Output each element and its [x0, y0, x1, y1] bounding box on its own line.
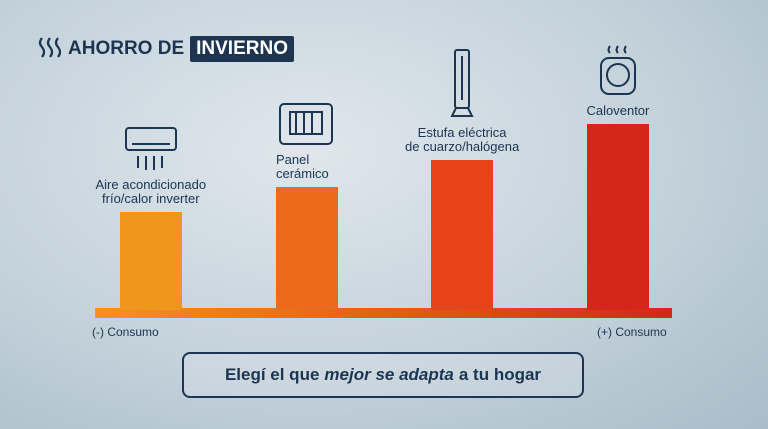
title-highlight: INVIERNO	[190, 36, 294, 62]
footer-emphasis: mejor se adapta	[324, 365, 454, 384]
fan-heater-icon	[600, 45, 636, 95]
title: AHORRO DE INVIERNO	[68, 36, 294, 62]
title-text: AHORRO DE	[68, 38, 185, 59]
category-label: Aire acondicionado frío/calor inverter	[95, 177, 207, 206]
panel-icon	[279, 103, 333, 145]
footer-text: Elegí el que	[224, 365, 320, 384]
footer: Elegí el que mejor se adapta a tu hogar	[182, 352, 584, 398]
baseline	[95, 308, 672, 318]
footer-text: a tu hogar	[458, 365, 542, 384]
bar	[431, 160, 493, 310]
x-label-high: (+) Consumo	[597, 325, 667, 339]
category-label: Caloventor	[586, 103, 650, 118]
bar	[276, 187, 338, 310]
ac-icon	[125, 127, 177, 170]
category-label: Estufa eléctrica de cuarzo/halógena	[405, 125, 520, 154]
category-label: Panel cerámico	[276, 152, 329, 181]
bar	[120, 212, 182, 310]
title-icon	[38, 37, 62, 58]
x-label-low: (-) Consumo	[92, 325, 159, 339]
quartz-icon	[450, 49, 474, 117]
bar	[587, 124, 649, 310]
